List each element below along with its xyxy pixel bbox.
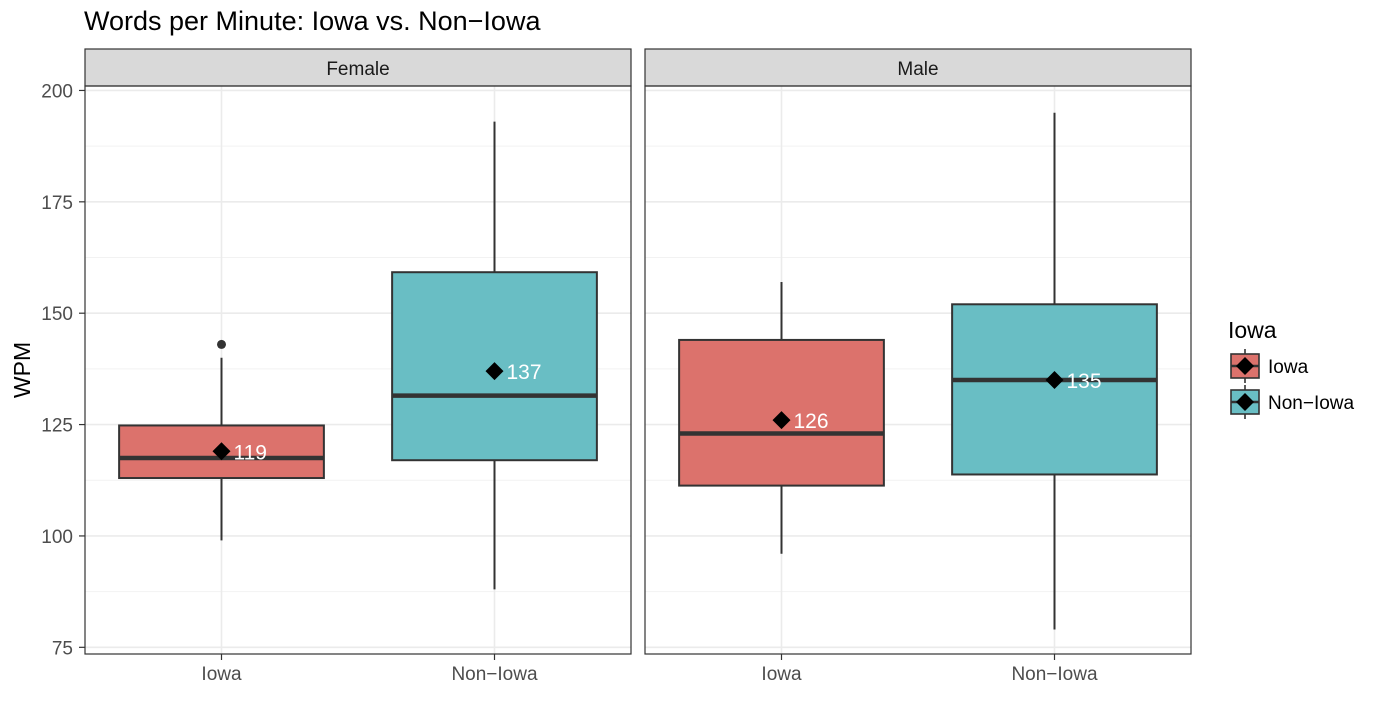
facet-strip-label: Female: [326, 59, 389, 80]
panel-border: [644, 85, 1192, 655]
legend-entry: Iowa: [1230, 349, 1309, 383]
panel-border: [84, 85, 632, 655]
legend-label: Non−Iowa: [1268, 393, 1355, 414]
chart-title: Words per Minute: Iowa vs. Non−Iowa: [84, 6, 541, 36]
box-iowa: 119: [118, 339, 325, 541]
x-tick-label: Iowa: [761, 664, 802, 685]
mean-marker: [1045, 371, 1064, 390]
y-tick-label: 175: [41, 193, 73, 214]
y-tick-label: 125: [41, 416, 73, 437]
legend-entry: Non−Iowa: [1230, 385, 1355, 419]
y-tick-label: 150: [41, 304, 73, 325]
x-tick-label: Non−Iowa: [1011, 664, 1098, 685]
y-tick-label: 100: [41, 527, 73, 548]
box-non-iowa: 137: [391, 121, 598, 590]
legend-label: Iowa: [1268, 357, 1309, 378]
mean-label: 137: [507, 361, 542, 384]
mean-label: 119: [234, 441, 267, 464]
mean-marker: [772, 411, 791, 430]
y-axis-title: WPM: [9, 342, 35, 398]
legend: Iowa Iowa Non−Iowa: [1228, 317, 1355, 419]
mean-marker: [485, 362, 504, 381]
x-tick-label: Iowa: [201, 664, 242, 685]
facet-panels: 75 100 125 150 175 200 Female 119 137 Iowa Non−Iow…: [41, 48, 1192, 685]
facet-male: Male 126 135 Iowa Non−Iowa: [644, 48, 1192, 685]
box-non-iowa: 135: [951, 112, 1158, 630]
facet-strip: [644, 48, 1192, 87]
y-tick-label: 200: [41, 81, 73, 102]
x-tick-label: Non−Iowa: [451, 664, 538, 685]
box-body: [951, 303, 1158, 476]
facet-female: Female 119 137 Iowa Non−Iowa: [84, 48, 632, 685]
mean-label: 126: [794, 410, 829, 433]
legend-key-diamond: [1236, 357, 1254, 375]
facet-strip-label: Male: [897, 59, 938, 80]
legend-key-diamond: [1236, 393, 1254, 411]
box-iowa: 126: [678, 282, 885, 554]
mean-label: 135: [1067, 370, 1102, 393]
legend-title: Iowa: [1228, 317, 1277, 343]
outlier-point: [217, 339, 226, 349]
mean-marker: [212, 442, 231, 461]
y-tick-label: 75: [52, 638, 73, 659]
